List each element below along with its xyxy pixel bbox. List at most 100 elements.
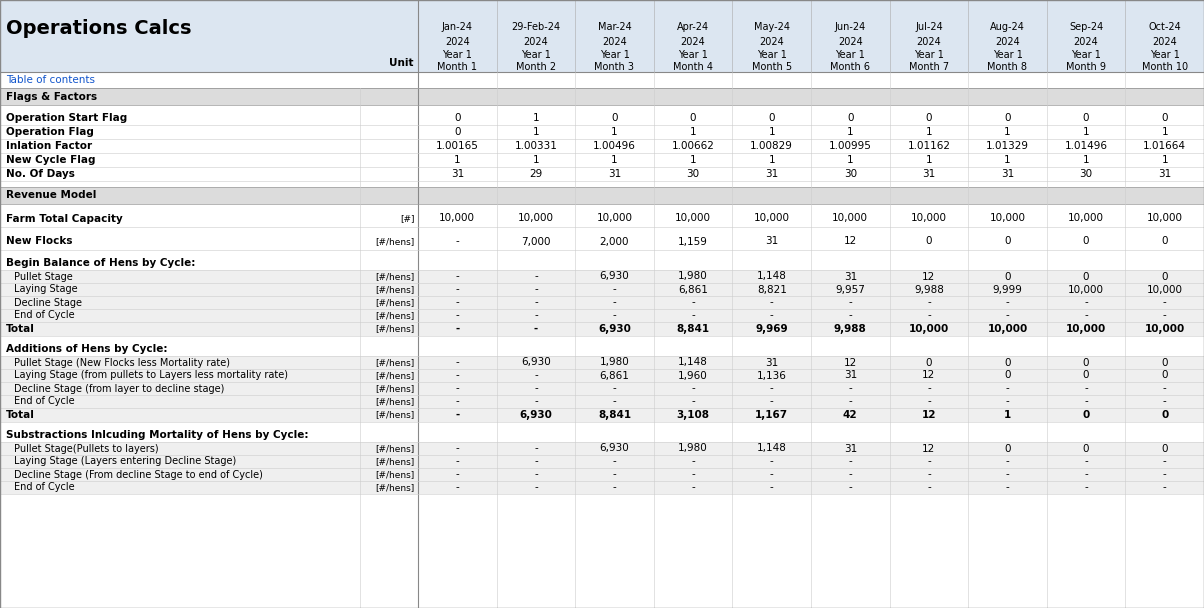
Text: Operations Calcs: Operations Calcs (6, 18, 191, 38)
Text: -: - (849, 483, 852, 492)
Text: Month 5: Month 5 (751, 62, 792, 72)
Text: 1,159: 1,159 (678, 237, 708, 246)
Text: 10,000: 10,000 (1146, 213, 1182, 224)
Text: 31: 31 (765, 237, 778, 246)
Text: 1.00662: 1.00662 (672, 141, 714, 151)
Text: 7,000: 7,000 (521, 237, 550, 246)
Text: Substractions Inlcuding Mortality of Hens by Cycle:: Substractions Inlcuding Mortality of Hen… (6, 430, 308, 440)
Text: Laying Stage (from pullets to Layers less mortality rate): Laying Stage (from pullets to Layers les… (14, 370, 288, 381)
Text: -: - (1005, 297, 1009, 308)
Text: 1,148: 1,148 (678, 358, 708, 367)
Text: -: - (535, 285, 538, 294)
Text: 1: 1 (846, 127, 854, 137)
Text: -: - (849, 384, 852, 393)
Bar (0, 270, 1204, 283)
Text: -: - (455, 311, 459, 320)
Text: [#/hens]: [#/hens] (376, 384, 415, 393)
Text: 30: 30 (686, 169, 700, 179)
Text: Mar-24: Mar-24 (597, 22, 631, 32)
Text: Jan-24: Jan-24 (442, 22, 473, 32)
Bar (0, 0, 1204, 72)
Text: -: - (1085, 469, 1088, 480)
Text: -: - (535, 297, 538, 308)
Text: 0: 0 (612, 113, 618, 123)
Text: 0: 0 (1004, 272, 1010, 282)
Text: 6,930: 6,930 (600, 272, 630, 282)
Bar (0, 369, 1204, 382)
Text: -: - (849, 311, 852, 320)
Text: 10,000: 10,000 (518, 213, 554, 224)
Text: -: - (533, 324, 538, 334)
Text: 1.01162: 1.01162 (908, 141, 950, 151)
Text: 1: 1 (690, 155, 696, 165)
Text: -: - (455, 285, 459, 294)
Text: 1: 1 (532, 155, 539, 165)
Text: 42: 42 (843, 410, 857, 420)
Text: -: - (455, 370, 459, 381)
Text: 1: 1 (1082, 155, 1090, 165)
Text: Oct-24: Oct-24 (1149, 22, 1181, 32)
Bar (0, 382, 1204, 395)
Text: -: - (1085, 311, 1088, 320)
Text: No. Of Days: No. Of Days (6, 169, 75, 179)
Text: -: - (1163, 469, 1167, 480)
Text: Jun-24: Jun-24 (834, 22, 866, 32)
Text: -: - (691, 457, 695, 466)
Text: 1: 1 (926, 127, 932, 137)
Text: -: - (455, 237, 459, 246)
Text: -: - (1085, 297, 1088, 308)
Text: 1,960: 1,960 (678, 370, 708, 381)
Text: -: - (769, 396, 774, 407)
Text: Year 1: Year 1 (521, 50, 551, 60)
Text: -: - (691, 311, 695, 320)
Text: 0: 0 (454, 127, 461, 137)
Text: 0: 0 (1162, 237, 1168, 246)
Text: Flags & Factors: Flags & Factors (6, 91, 98, 102)
Text: Month 9: Month 9 (1066, 62, 1106, 72)
Text: [#/hens]: [#/hens] (376, 397, 415, 406)
Text: 0: 0 (1082, 410, 1090, 420)
Bar (0, 227, 1204, 233)
Text: 10,000: 10,000 (1066, 324, 1106, 334)
Text: -: - (691, 483, 695, 492)
Text: -: - (455, 396, 459, 407)
Text: [#/hens]: [#/hens] (376, 444, 415, 453)
Text: -: - (455, 358, 459, 367)
Text: End of Cycle: End of Cycle (14, 396, 75, 407)
Text: 10,000: 10,000 (1068, 213, 1104, 224)
Text: Year 1: Year 1 (678, 50, 708, 60)
Text: Jul-24: Jul-24 (915, 22, 943, 32)
Text: Year 1: Year 1 (914, 50, 944, 60)
Text: Year 1: Year 1 (600, 50, 630, 60)
Text: 0: 0 (1004, 358, 1010, 367)
Text: 9,999: 9,999 (992, 285, 1022, 294)
Bar (0, 442, 1204, 455)
Text: [#/hens]: [#/hens] (376, 483, 415, 492)
Text: [#/hens]: [#/hens] (376, 325, 415, 334)
Text: 10,000: 10,000 (1146, 285, 1182, 294)
Text: 31: 31 (844, 272, 857, 282)
Text: 0: 0 (1162, 113, 1168, 123)
Text: 0: 0 (1162, 272, 1168, 282)
Bar (0, 153, 1204, 167)
Text: -: - (455, 297, 459, 308)
Text: 1,148: 1,148 (757, 272, 786, 282)
Text: 10,000: 10,000 (990, 213, 1026, 224)
Text: 10,000: 10,000 (439, 213, 476, 224)
Text: 9,988: 9,988 (834, 324, 867, 334)
Text: 1.00829: 1.00829 (750, 141, 793, 151)
Text: 0: 0 (1162, 358, 1168, 367)
Text: -: - (613, 285, 616, 294)
Text: 29-Feb-24: 29-Feb-24 (512, 22, 561, 32)
Text: -: - (1005, 457, 1009, 466)
Text: Month 8: Month 8 (987, 62, 1027, 72)
Text: 9,957: 9,957 (836, 285, 866, 294)
Text: 29: 29 (530, 169, 543, 179)
Text: 6,930: 6,930 (521, 358, 550, 367)
Text: -: - (927, 384, 931, 393)
Text: Begin Balance of Hens by Cycle:: Begin Balance of Hens by Cycle: (6, 258, 195, 268)
Text: -: - (535, 272, 538, 282)
Text: 12: 12 (921, 410, 937, 420)
Text: Decline Stage: Decline Stage (14, 297, 82, 308)
Text: -: - (927, 311, 931, 320)
